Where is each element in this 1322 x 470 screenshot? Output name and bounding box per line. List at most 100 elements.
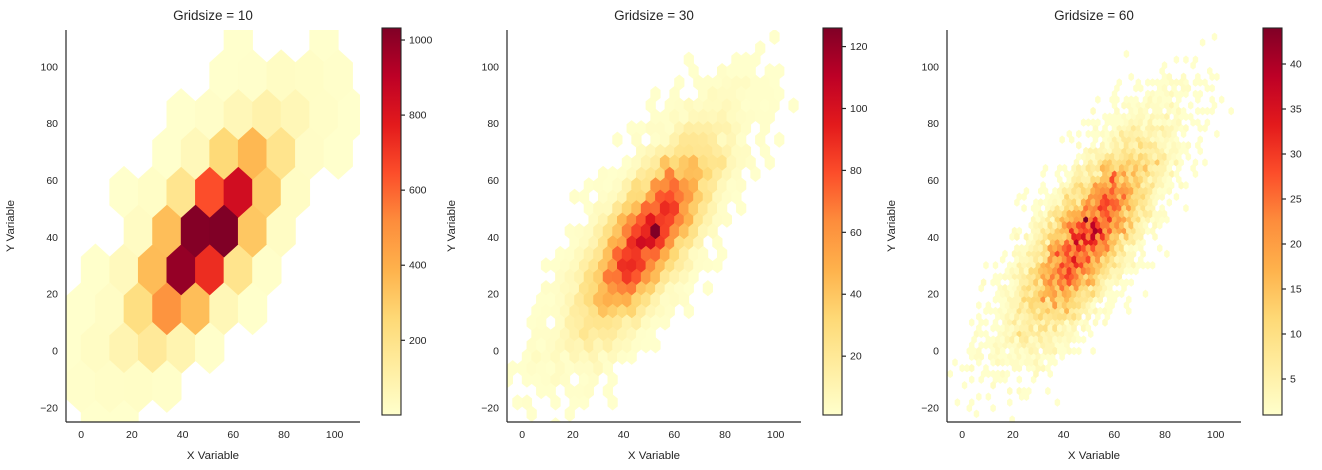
y-tick-label: 20 <box>46 290 58 301</box>
hexbin-cell <box>1114 106 1120 116</box>
hexbin-cell <box>1147 175 1154 184</box>
hexbin-cell <box>1124 49 1130 59</box>
hexbin-plot-svg-0: Gridsize = 10 0 20 40 60 80 100 −20 0 20 40 60 80 10… <box>5 8 432 462</box>
colorbar-tick-label: 20 <box>850 352 862 363</box>
hexbin-cell <box>1183 55 1189 64</box>
hexbin-cell <box>688 223 699 240</box>
hexbin-cell <box>1138 129 1144 139</box>
hexbin-cell <box>1000 358 1006 367</box>
hexbin-cell <box>990 278 997 287</box>
hexbin-cell <box>1133 163 1139 173</box>
hexbin-cell <box>1057 312 1063 322</box>
hexbin-cell <box>564 268 575 285</box>
hexbin-cell <box>1109 141 1116 150</box>
hexbin-cell <box>1104 243 1111 253</box>
hexbin-cell <box>969 375 975 384</box>
hexbin-cell <box>678 268 689 285</box>
hexbin-cell <box>702 280 713 297</box>
hexbin-cell <box>1124 163 1130 173</box>
hexbin-cell <box>1133 186 1139 196</box>
panel-title: Gridsize = 30 <box>614 8 694 23</box>
hexbin-cell <box>1043 209 1049 219</box>
hexbin-cell <box>1004 358 1011 367</box>
hexbin-cell <box>969 318 975 327</box>
hexbin-cell <box>1066 255 1073 264</box>
hexbin-cell <box>1114 221 1120 230</box>
hexbin-cell <box>1033 255 1040 264</box>
colorbar-tick-label: 40 <box>850 290 862 301</box>
hexbin-cell <box>640 268 651 285</box>
hexbin-cell <box>1052 312 1059 322</box>
hexbin-cell <box>564 314 575 331</box>
hexbin-cell <box>1152 221 1159 230</box>
hexbin-cell <box>640 291 651 308</box>
hexbin-cell <box>976 323 982 333</box>
x-tick-label: 0 <box>960 430 966 441</box>
hexbin-cell <box>1090 198 1097 207</box>
hexbin-panel-gridsize-30: Gridsize = 30 0 20 40 60 80 100 −20 0 20 40 60 80 10… <box>441 0 882 470</box>
hexbin-cell <box>1124 301 1130 310</box>
hexbin-cell <box>1138 83 1144 93</box>
hexbin-cell <box>1124 221 1130 230</box>
hexbin-cell <box>1076 129 1082 139</box>
hexbin-cell <box>1081 163 1087 173</box>
hexbin-cell <box>1033 232 1040 242</box>
hexbin-cell <box>1100 289 1106 299</box>
plot-area: 0 20 40 60 80 100 −20 0 20 40 60 80 100 <box>40 30 360 441</box>
hexbin-cell <box>1038 278 1044 287</box>
hexbin-cell <box>1004 301 1011 310</box>
hexbin-cell <box>1009 323 1016 333</box>
hexbin-cell <box>1085 163 1092 173</box>
hexbin-cell <box>554 268 566 285</box>
x-tick-label: 20 <box>1007 430 1019 441</box>
hexbin-cell <box>1119 186 1125 196</box>
hexbin-cell <box>1062 221 1068 230</box>
hexbin-cell <box>1090 255 1097 264</box>
hexbin-cell <box>569 188 580 205</box>
y-tick-label: −20 <box>40 403 58 414</box>
hexbin-cell <box>621 291 632 308</box>
hexbin-cell <box>1066 335 1073 344</box>
hexbin-cell <box>1200 38 1206 47</box>
hexbin-cell <box>1143 106 1149 116</box>
hexbin-cell <box>573 360 585 377</box>
hexbin-cell <box>1081 186 1087 196</box>
hexbin-cell <box>630 291 642 308</box>
hexbin-cell <box>611 337 623 354</box>
hexbin-cell <box>1057 335 1063 344</box>
hexbin-cell <box>1143 95 1149 104</box>
hexbin-cell <box>1014 289 1020 299</box>
hexbin-cell <box>1104 118 1111 127</box>
hexbin-cell <box>1014 198 1020 207</box>
hexbin-cell <box>726 177 737 194</box>
colorbar-gradient <box>822 28 842 415</box>
hexbin-cell <box>726 63 737 80</box>
hexbin-cell <box>535 291 546 308</box>
hexbin-cell <box>735 177 746 194</box>
hexbin-cell <box>1166 163 1173 173</box>
hexbin-cell <box>678 108 689 125</box>
hexbin-cell <box>1071 323 1078 333</box>
hexbin-cell <box>602 268 613 285</box>
hexbin-cell <box>1152 186 1159 196</box>
hexbin-cell <box>1081 118 1087 127</box>
hexbin-cell <box>1152 129 1159 139</box>
hexbin-cell <box>1052 209 1059 219</box>
colorbar-tick-label: 35 <box>1290 105 1302 116</box>
hexbin-cell <box>1085 232 1092 242</box>
hexbin-cell <box>1047 369 1054 379</box>
hexbin-cell <box>678 291 689 308</box>
hexbin-cell <box>1019 335 1025 344</box>
hexbin-cell <box>745 108 756 125</box>
hexbin-cell <box>1209 83 1216 93</box>
x-axis-label: X Variable <box>1068 450 1120 462</box>
hexbin-cell <box>707 108 718 125</box>
hexbin-cell <box>697 177 708 194</box>
hexbin-cell <box>1052 198 1059 207</box>
hexbin-cell <box>726 85 737 103</box>
hexbin-cell <box>1124 198 1130 207</box>
hexbin-panel-gridsize-10: Gridsize = 10 0 20 40 60 80 100 −20 0 20 40 60 80 10… <box>0 0 441 470</box>
hexbin-cell <box>1076 312 1082 322</box>
hexbin-cell <box>1009 312 1016 322</box>
hexbin-cell <box>1104 209 1111 219</box>
